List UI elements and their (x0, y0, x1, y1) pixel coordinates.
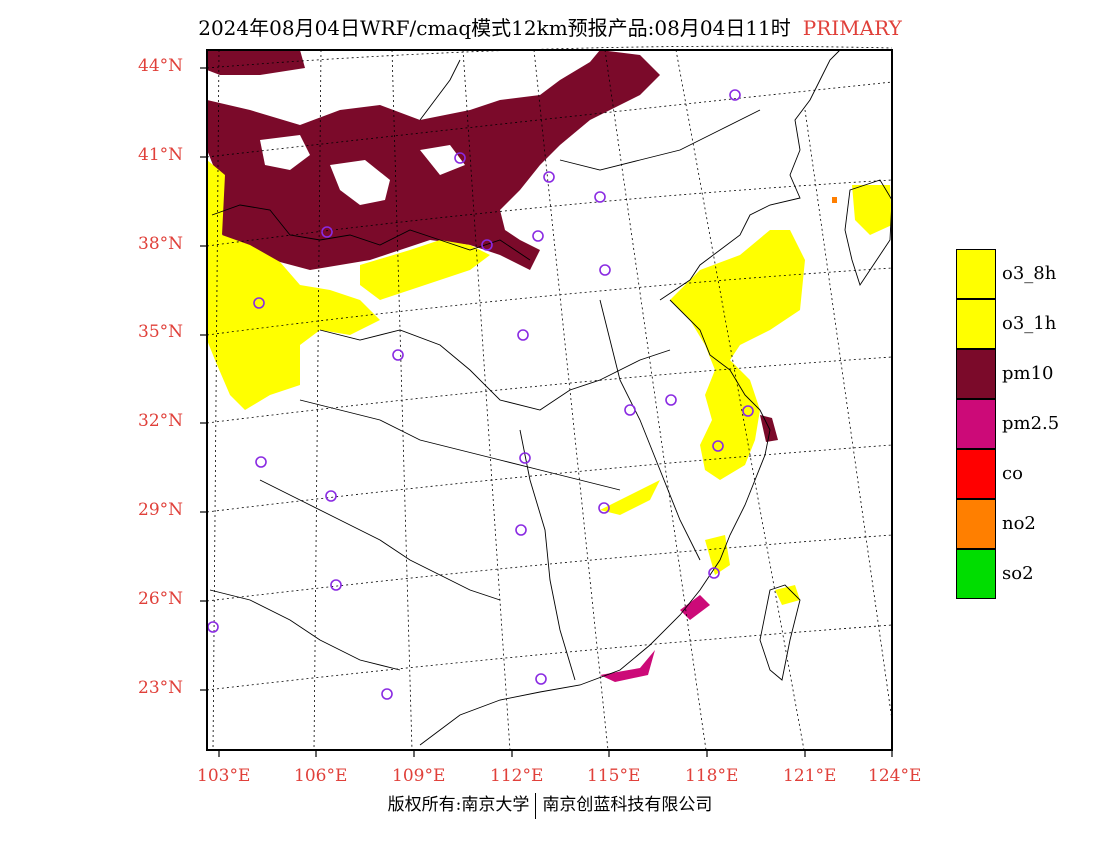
station-marker (381, 688, 393, 700)
legend-label: pm2.5 (1002, 413, 1060, 434)
o3-region-north-loess (360, 240, 490, 300)
graticule-lines (206, 45, 893, 751)
legend-label: o3_1h (1002, 313, 1057, 334)
legend-swatch (956, 449, 996, 499)
station-marker (330, 579, 342, 591)
title-tag: PRIMARY (802, 16, 902, 40)
map-frame (206, 49, 893, 751)
o3-region-fujian (705, 535, 730, 575)
lat-label-26n: 26°N (138, 589, 184, 609)
station-marker (598, 502, 610, 514)
legend-swatch (956, 249, 996, 299)
boundary-lines (209, 49, 893, 746)
legend-swatch (956, 499, 996, 549)
lat-label-35n: 35°N (138, 322, 184, 342)
legend-label: co (1002, 463, 1023, 484)
footer-separator (535, 792, 537, 819)
no2-spot-korea (832, 197, 837, 203)
legend-label: no2 (1002, 513, 1036, 534)
footer-right: 南京创蓝科技有限公司 (542, 795, 713, 815)
station-marker (729, 89, 741, 101)
o3-region-taiwan (775, 585, 800, 605)
o3-region-west (207, 160, 380, 410)
lon-label-112e: 112°E (490, 766, 544, 786)
lat-label-29n: 29°N (138, 500, 184, 520)
legend-label: pm10 (1002, 363, 1054, 384)
o3-region-east-coast (670, 230, 805, 480)
lon-label-103e: 103°E (197, 766, 251, 786)
legend-swatch (956, 349, 996, 399)
station-marker (535, 673, 547, 685)
clear-region-3 (420, 145, 465, 175)
axis-ticks (200, 67, 893, 757)
station-marker (454, 152, 466, 164)
pm25-region-guangdong (680, 595, 710, 620)
station-marker (321, 226, 333, 238)
lat-label-23n: 23°N (138, 678, 184, 698)
station-marker (599, 264, 611, 276)
title-text: 2024年08月04日WRF/cmaq模式12km预报产品:08月04日11时 (198, 16, 791, 40)
lon-label-124e: 124°E (868, 766, 922, 786)
lon-label-106e: 106°E (294, 766, 348, 786)
lat-label-41n: 41°N (138, 145, 184, 165)
station-marker (532, 230, 544, 242)
station-marker (325, 490, 337, 502)
legend-swatch (956, 399, 996, 449)
station-marker (543, 171, 555, 183)
station-marker (253, 297, 265, 309)
station-marker (392, 349, 404, 361)
map-title: 2024年08月04日WRF/cmaq模式12km预报产品:08月04日11时 P… (0, 12, 1100, 41)
clear-region-2 (330, 160, 390, 205)
station-marker (481, 239, 493, 251)
legend-label: so2 (1002, 563, 1034, 584)
station-marker (517, 329, 529, 341)
lat-label-38n: 38°N (138, 234, 184, 254)
station-marker (712, 440, 724, 452)
legend-swatch (956, 549, 996, 599)
o3-region-southeast (600, 480, 660, 515)
lat-label-44n: 44°N (138, 56, 184, 76)
station-marker (594, 191, 606, 203)
legend-label: o3_8h (1002, 263, 1057, 284)
station-marker (255, 456, 267, 468)
pm25-region-south-coast (600, 650, 655, 682)
station-marker (519, 452, 531, 464)
legend-swatch (956, 299, 996, 349)
footer-left: 版权所有:南京大学 (387, 795, 530, 815)
station-marker (624, 404, 636, 416)
station-marker (742, 405, 754, 417)
station-marker (708, 567, 720, 579)
lon-label-121e: 121°E (783, 766, 837, 786)
pm10-region-northwest (207, 50, 305, 75)
lon-label-118e: 118°E (685, 766, 739, 786)
copyright-footer: 版权所有:南京大学 南京创蓝科技有限公司 (0, 790, 1100, 819)
lon-label-115e: 115°E (587, 766, 641, 786)
lon-label-109e: 109°E (392, 766, 446, 786)
o3-region-korea (852, 185, 892, 235)
station-marker (207, 621, 219, 633)
lat-label-32n: 32°N (138, 411, 184, 431)
station-markers (207, 89, 754, 700)
station-marker (515, 524, 527, 536)
clear-region-1 (260, 135, 310, 170)
station-marker (665, 394, 677, 406)
